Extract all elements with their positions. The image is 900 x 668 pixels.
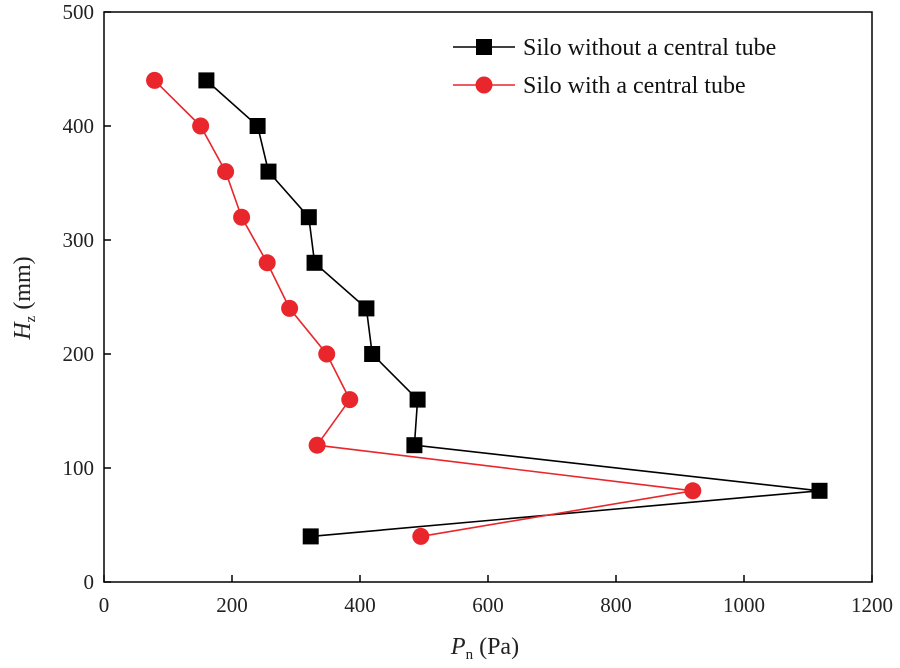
series-1 — [198, 72, 828, 545]
y-tick-label: 100 — [63, 456, 95, 480]
legend-label: Silo with a central tube — [523, 73, 746, 99]
x-tick-label: 200 — [216, 593, 248, 617]
data-point — [281, 299, 299, 317]
data-point — [412, 527, 430, 545]
plot-area — [146, 71, 828, 545]
data-point — [249, 118, 266, 134]
data-point — [217, 163, 235, 181]
y-axis-title: Hz(mm) — [10, 256, 39, 340]
data-point — [260, 163, 277, 180]
data-point — [302, 528, 319, 545]
x-tick-label: 1000 — [723, 593, 765, 617]
legend: Silo without a central tube Silo with a c… — [453, 35, 776, 99]
axes: 0 200 400 600 800 1000 1200 0 100 200 300 400 500 — [63, 0, 894, 617]
data-point — [300, 209, 317, 226]
y-tick-label: 300 — [63, 228, 95, 252]
series-2 — [146, 71, 702, 545]
legend-marker — [476, 39, 492, 55]
data-point — [306, 254, 323, 271]
y-tick-label: 200 — [63, 342, 95, 366]
data-point — [811, 482, 828, 499]
data-point — [146, 71, 164, 89]
y-tick-label: 500 — [63, 0, 95, 24]
data-point — [233, 208, 251, 226]
x-tick-label: 600 — [472, 593, 504, 617]
y-tick-label: 0 — [84, 570, 95, 594]
data-point — [192, 117, 210, 135]
x-tick-label: 400 — [344, 593, 376, 617]
data-point — [198, 72, 215, 89]
data-point — [406, 437, 423, 454]
data-point — [358, 300, 375, 317]
data-point — [308, 436, 326, 454]
data-point — [258, 254, 276, 272]
legend-label: Silo without a central tube — [523, 35, 776, 61]
x-tick-label: 0 — [99, 593, 110, 617]
y-tick-label: 400 — [63, 114, 95, 138]
data-point — [684, 482, 702, 500]
data-point — [364, 346, 381, 362]
x-axis-title: Pn (Pa) — [450, 634, 519, 663]
data-point — [341, 391, 359, 409]
x-tick-label: 1200 — [851, 593, 893, 617]
legend-marker — [475, 76, 493, 94]
series-line — [205, 79, 820, 538]
data-point — [318, 345, 336, 363]
x-tick-label: 800 — [600, 593, 632, 617]
data-point — [409, 391, 426, 408]
